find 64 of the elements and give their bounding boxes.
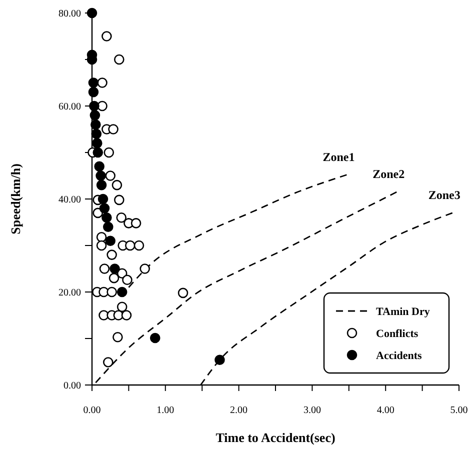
point: [108, 124, 118, 134]
annotation: Zone3: [428, 188, 460, 202]
point: [99, 264, 110, 274]
point: [130, 218, 142, 228]
point: [116, 286, 128, 298]
point: [150, 332, 160, 344]
point: [91, 128, 102, 140]
point: [116, 302, 128, 312]
x-axis-title: Time to Accident(sec): [216, 430, 336, 445]
point: [178, 288, 188, 298]
point: [121, 310, 132, 320]
annotation: Zone1: [322, 150, 355, 164]
point: [90, 110, 100, 120]
y-tick-label: 40.00: [58, 194, 81, 206]
point: [103, 222, 114, 232]
y-tick-label: 20.00: [58, 288, 81, 298]
point: [102, 31, 112, 42]
y-axis-title: Speed(km/h): [8, 164, 23, 234]
legend-label: Conflicts: [376, 328, 419, 340]
x-tick-label: 1.00: [156, 405, 174, 416]
point: [96, 232, 107, 242]
point: [102, 212, 112, 223]
point: [104, 147, 114, 158]
x-tick-label: 5.00: [450, 405, 468, 416]
point: [98, 194, 108, 204]
point: [134, 240, 144, 251]
annotation: Zone2: [372, 167, 405, 182]
point: [122, 274, 132, 286]
point: [106, 250, 117, 260]
point: [92, 138, 102, 148]
point: [214, 354, 225, 366]
point: [110, 264, 120, 274]
point: [116, 212, 127, 223]
point: [94, 161, 104, 172]
point: [99, 203, 110, 214]
point: [88, 78, 99, 88]
point: [96, 180, 107, 190]
point: [114, 54, 124, 65]
point: [89, 100, 100, 112]
y-tick-label: 80.00: [58, 8, 81, 20]
point: [96, 240, 107, 251]
point: [92, 147, 104, 158]
point: [108, 272, 120, 284]
x-tick-label: 0.00: [83, 405, 101, 416]
point: [97, 78, 108, 88]
x-tick-label: 3.00: [303, 405, 321, 416]
point: [125, 240, 136, 251]
point: [90, 119, 101, 130]
x-tick-label: 4.00: [376, 405, 394, 416]
point: [96, 170, 106, 181]
y-tick-label: 0.00: [64, 380, 81, 392]
x-tick-label: 2.00: [230, 405, 248, 416]
y-tick-label: 60.00: [58, 102, 81, 112]
point: [105, 236, 116, 246]
point: [112, 180, 122, 190]
point: [112, 332, 123, 342]
legend-label: TAmin Dry: [376, 306, 430, 318]
point: [88, 86, 99, 98]
point: [114, 194, 124, 206]
legend-label: Accidents: [376, 350, 423, 362]
point: [106, 286, 117, 298]
point: [103, 357, 114, 368]
point: [105, 170, 116, 181]
point: [140, 264, 150, 274]
